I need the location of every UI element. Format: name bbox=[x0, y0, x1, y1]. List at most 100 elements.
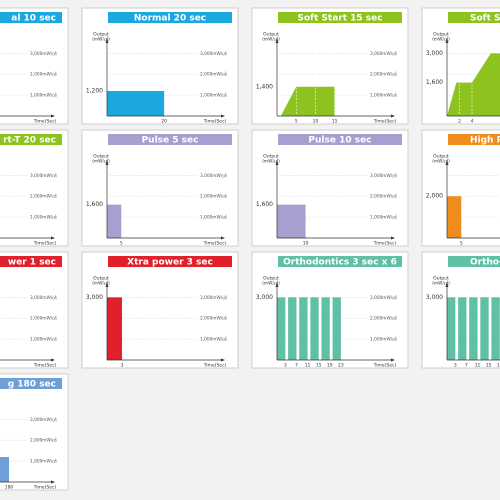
card-title: Pulse 10 sec bbox=[308, 136, 371, 146]
card-title: wer 1 sec bbox=[8, 258, 56, 268]
reference-label: 1,000mW/㎠ bbox=[30, 458, 57, 465]
x-tick-label: 5 bbox=[460, 241, 463, 247]
card-bg bbox=[0, 7, 69, 125]
reference-label: 2,000mW/㎠ bbox=[200, 71, 227, 78]
x-arrow bbox=[221, 114, 225, 118]
reference-label: 2,000mW/㎠ bbox=[370, 193, 397, 200]
mode-card: High P1,000mW/㎠2,000mW/㎠3,000mW/㎠Output(… bbox=[421, 129, 500, 247]
y-axis-unit: (mW/㎠) bbox=[262, 158, 280, 165]
level-label: 3,000 bbox=[256, 294, 273, 301]
x-axis-label: Time(Sec) bbox=[33, 241, 57, 247]
x-tick-label: 3 bbox=[454, 363, 457, 369]
y-arrow bbox=[105, 161, 109, 165]
card-bg bbox=[251, 129, 409, 247]
x-tick-label: 23 bbox=[338, 363, 344, 369]
output-area bbox=[469, 297, 478, 360]
x-axis-label: Time(Sec) bbox=[203, 363, 227, 369]
card-bg bbox=[81, 129, 239, 247]
x-arrow bbox=[51, 114, 55, 118]
title-bar bbox=[108, 12, 232, 23]
y-axis-unit: (mW/㎠) bbox=[432, 36, 450, 43]
output-area bbox=[107, 90, 165, 116]
level-label: 1,600 bbox=[256, 201, 273, 208]
x-axis-label: Time(Sec) bbox=[33, 119, 57, 125]
card-bg bbox=[0, 373, 69, 491]
y-axis-label: Output bbox=[433, 154, 449, 160]
card-title: rt-T 20 sec bbox=[3, 136, 56, 146]
reference-label: 3,000mW/㎠ bbox=[200, 50, 227, 57]
card-bg bbox=[0, 129, 69, 247]
x-tick-label: 15 bbox=[316, 363, 322, 369]
y-axis-label: Output bbox=[263, 276, 279, 282]
y-arrow bbox=[105, 283, 109, 287]
mode-card: Orthodo1,000mW/㎠2,000mW/㎠3,000mW/㎠Output… bbox=[421, 251, 500, 369]
mode-card: Pulse 10 sec 1,000mW/㎠ 2,000mW/㎠ 3,000mW/㎠ O… bbox=[251, 129, 409, 247]
title-bar bbox=[448, 256, 500, 267]
title-bar bbox=[0, 378, 62, 389]
card-bg bbox=[251, 251, 409, 369]
x-tick-label: 19 bbox=[497, 363, 500, 369]
y-axis-label: Output bbox=[93, 154, 109, 160]
mode-card: Normal 20 sec 1,000mW/㎠ 2,000mW/㎠ 3,000mW/㎠… bbox=[81, 7, 239, 125]
x-arrow bbox=[51, 480, 55, 484]
x-tick-label: 2 bbox=[458, 119, 461, 125]
title-bar bbox=[278, 12, 402, 23]
y-axis-unit: (mW/㎠) bbox=[92, 158, 110, 165]
title-bar bbox=[448, 134, 500, 145]
mode-card: Orthodontics 3 sec x 6 1,000mW/㎠ 2,000mW/㎠… bbox=[251, 251, 409, 369]
mode-card: g 180 sec1,000mW/㎠2,000mW/㎠3,000mW/㎠Outp… bbox=[0, 373, 69, 491]
title-bar bbox=[448, 12, 500, 23]
card-title: Pulse 5 sec bbox=[142, 136, 199, 146]
card-title: Soft St bbox=[470, 14, 500, 24]
card-title: g 180 sec bbox=[8, 380, 56, 390]
reference-label: 1,000mW/㎠ bbox=[200, 92, 227, 99]
y-axis-unit: (mW/㎠) bbox=[262, 36, 280, 43]
reference-label: 3,000mW/㎠ bbox=[370, 172, 397, 179]
mode-card: wer 1 sec1,000mW/㎠2,000mW/㎠3,000mW/㎠Outp… bbox=[0, 251, 69, 369]
output-area bbox=[480, 297, 489, 360]
card-title: Orthodontics 3 sec x 6 bbox=[283, 258, 397, 268]
title-bar bbox=[0, 134, 62, 145]
y-arrow bbox=[275, 283, 279, 287]
card-bg bbox=[81, 251, 239, 369]
y-arrow bbox=[445, 161, 449, 165]
card-title: Normal 20 sec bbox=[134, 14, 206, 24]
output-area bbox=[447, 196, 462, 238]
x-tick-label: 4 bbox=[471, 119, 474, 125]
reference-label: 3,000mW/㎠ bbox=[30, 50, 57, 57]
y-axis-label: Output bbox=[433, 276, 449, 282]
y-axis-unit: (mW/㎠) bbox=[432, 280, 450, 287]
level-label: 1,600 bbox=[426, 79, 443, 86]
y-axis-label: Output bbox=[93, 276, 109, 282]
y-arrow bbox=[105, 39, 109, 43]
output-area bbox=[491, 297, 500, 360]
x-arrow bbox=[391, 114, 395, 118]
x-tick-label: 10 bbox=[303, 241, 309, 247]
title-bar bbox=[278, 134, 402, 145]
y-arrow bbox=[445, 39, 449, 43]
output-area bbox=[280, 86, 335, 116]
mode-card: Soft St1,000mW/㎠2,000mW/㎠3,000mW/㎠Output… bbox=[421, 7, 500, 125]
level-label: 2,000 bbox=[426, 193, 443, 200]
title-bar bbox=[0, 12, 62, 23]
x-axis-label: Time(Sec) bbox=[203, 119, 227, 125]
y-arrow bbox=[445, 283, 449, 287]
title-bar bbox=[0, 256, 62, 267]
x-tick-label: 7 bbox=[295, 363, 298, 369]
y-axis-label: Output bbox=[433, 32, 449, 38]
output-area bbox=[332, 297, 341, 360]
output-area bbox=[447, 297, 456, 360]
mode-card: Xtra power 3 sec 1,000mW/㎠ 2,000mW/㎠ 3,000m… bbox=[81, 251, 239, 369]
title-bar bbox=[108, 256, 232, 267]
card-title: Orthodo bbox=[470, 258, 500, 268]
title-bar bbox=[278, 256, 402, 267]
x-tick-label: 15 bbox=[486, 363, 492, 369]
reference-label: 1,000mW/㎠ bbox=[370, 92, 397, 99]
reference-label: 2,000mW/㎠ bbox=[30, 193, 57, 200]
output-area bbox=[299, 297, 308, 360]
y-axis-label: Output bbox=[263, 32, 279, 38]
x-axis-label: Time(Sec) bbox=[373, 241, 397, 247]
x-tick-label: 180 bbox=[5, 485, 14, 491]
reference-label: 3,000mW/㎠ bbox=[30, 416, 57, 423]
reference-label: 2,000mW/㎠ bbox=[30, 437, 57, 444]
